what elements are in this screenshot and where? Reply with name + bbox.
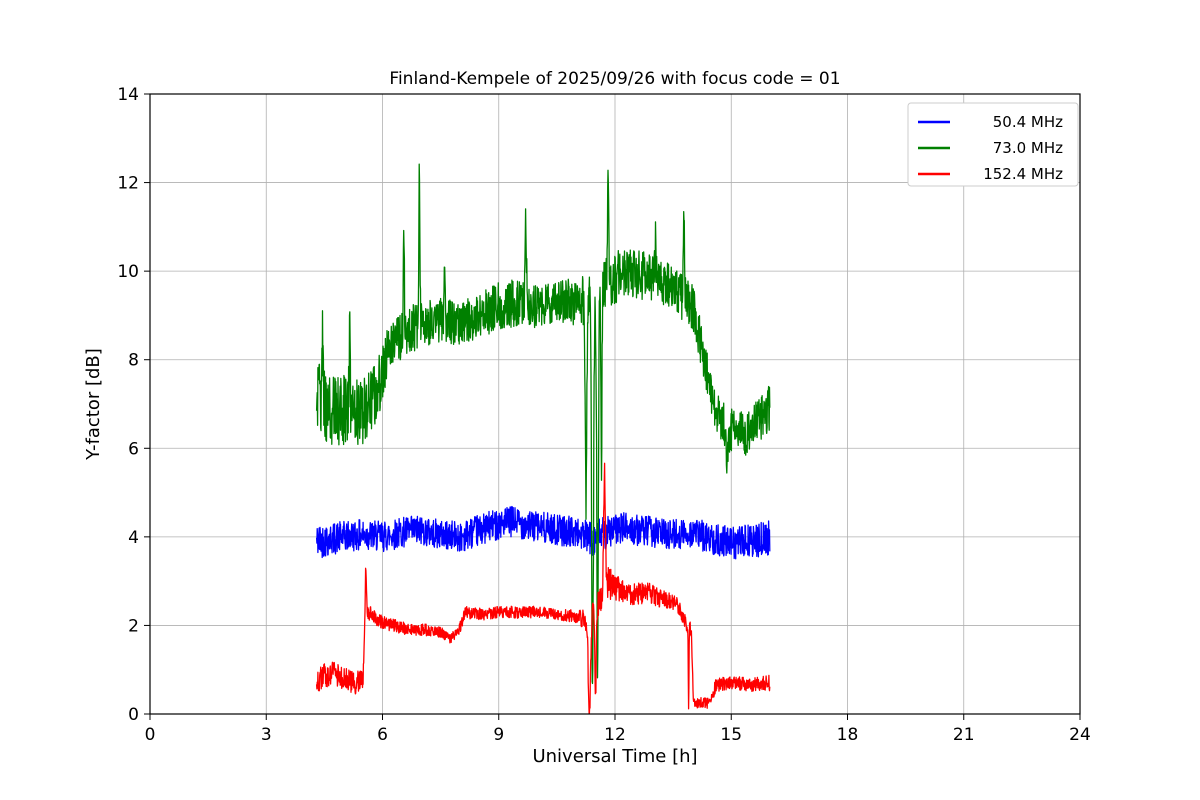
y-tick-label: 14 [117,85,139,105]
legend-label-73.0-mhz: 73.0 MHz [993,139,1063,157]
x-tick-label: 21 [953,725,975,745]
x-tick-label: 24 [1069,725,1091,745]
x-tick-label: 18 [837,725,859,745]
x-tick-label: 6 [377,725,388,745]
x-axis-label: Universal Time [h] [532,746,697,767]
y-tick-label: 12 [117,174,139,194]
grid [149,93,1081,715]
y-tick-label: 10 [117,262,139,282]
series-lines [315,163,771,714]
y-tick-label: 4 [128,528,139,548]
legend: 50.4 MHz 73.0 MHz 152.4 MHz [907,102,1079,187]
x-tick-label: 9 [493,725,504,745]
x-tick-label: 0 [145,725,156,745]
chart-title: Finland-Kempele of 2025/09/26 with focus… [389,69,840,89]
legend-label-50.4-mhz: 50.4 MHz [993,113,1063,131]
series-line-73.0-mhz [315,163,771,685]
x-tick-label: 3 [261,725,272,745]
x-tick-label: 15 [720,725,742,745]
y-tick-label: 0 [128,705,139,725]
series-line-50.4-mhz [315,505,771,560]
legend-label-152.4-mhz: 152.4 MHz [983,165,1063,183]
y-tick-label: 8 [128,351,139,371]
x-tick-label: 12 [604,725,626,745]
y-tick-label: 2 [128,616,139,636]
y-axis-label: Y-factor [dB] [83,348,104,461]
series-line-152.4-mhz [315,462,771,714]
y-tick-label: 6 [128,439,139,459]
legend-box [907,102,1079,187]
